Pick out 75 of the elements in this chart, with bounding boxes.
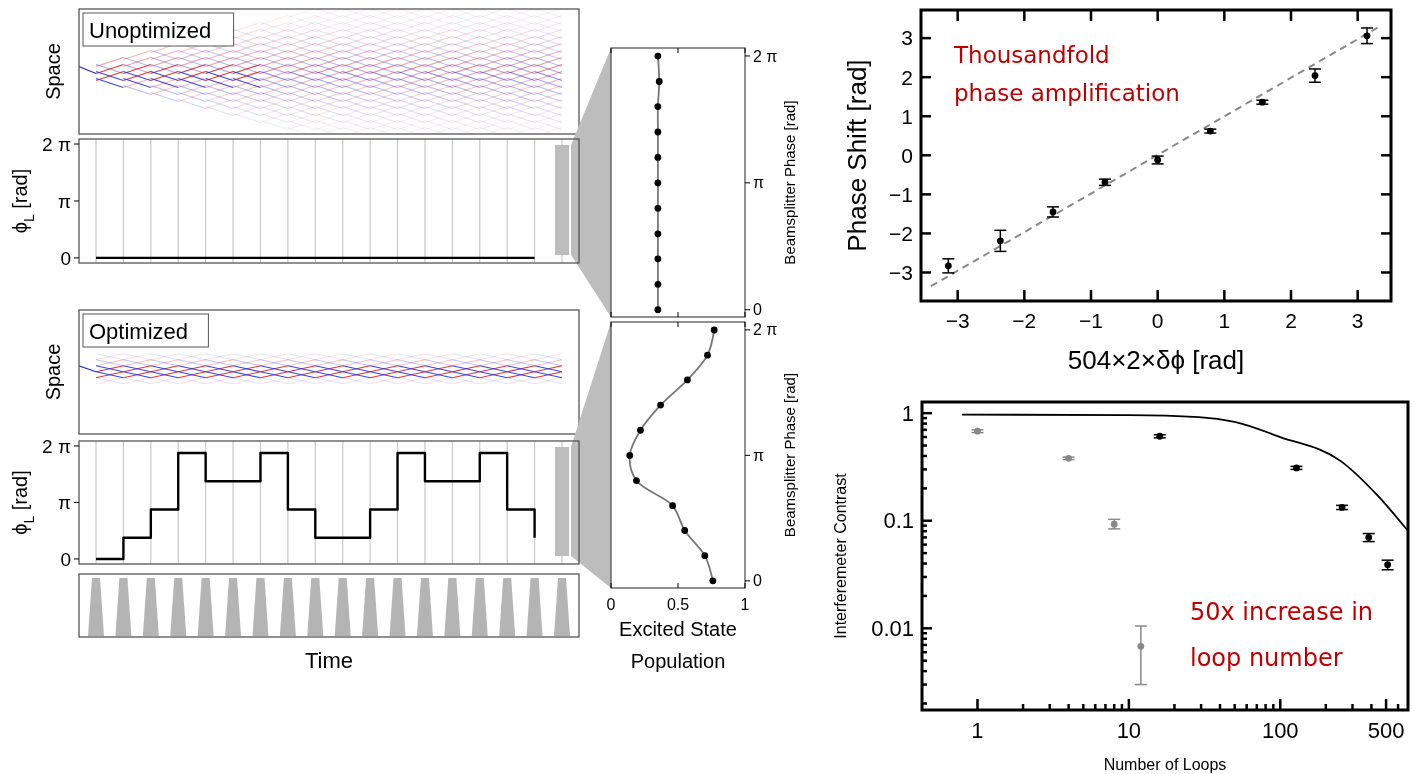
y-tick-label: π — [57, 492, 71, 514]
point — [654, 103, 662, 110]
x-tick-label: 500 — [1367, 718, 1405, 743]
y-tick-label: 1 — [901, 104, 913, 128]
point — [654, 306, 662, 314]
x-tick-label: 10 — [1116, 718, 1142, 743]
point — [637, 426, 644, 434]
y-tick-label: 0 — [60, 247, 71, 269]
y-tick-label: 1 — [901, 400, 914, 426]
point — [654, 230, 662, 238]
x-tick-label: 1 — [740, 596, 750, 613]
x-tick-label: −3 — [945, 309, 970, 332]
y-tick-label: 2 π — [42, 435, 71, 457]
point — [654, 52, 662, 60]
x-tick-label: 0.5 — [666, 596, 690, 613]
y-axis-title: Phase Shift [rad] — [841, 59, 872, 252]
point — [1363, 32, 1371, 40]
point — [996, 237, 1004, 245]
text: Space — [42, 43, 65, 100]
x-tick-label: 100 — [1261, 718, 1299, 743]
point — [710, 326, 718, 334]
y-tick-label: 2 π — [753, 47, 778, 65]
y-tick-label: 2 π — [42, 133, 71, 155]
text: Unoptimized — [89, 18, 212, 43]
y-tick-label: π — [753, 446, 765, 464]
x-tick-label: −2 — [1012, 309, 1037, 332]
point — [1311, 72, 1319, 80]
y-axis-title: Beamsplitter Phase [rad] — [780, 372, 798, 538]
y-axis-title: Interferemeter Contrast — [832, 472, 850, 639]
y-tick-label: 0 — [901, 143, 913, 167]
x-tick-label: 1 — [971, 718, 984, 743]
y-tick-label: 0 — [60, 548, 71, 570]
point — [654, 204, 662, 212]
y-tick-label: 0 — [753, 572, 762, 590]
y-tick-label: 0.1 — [883, 508, 914, 534]
x-tick-label: 0 — [606, 596, 616, 613]
point — [654, 280, 662, 288]
x-axis-title: Excited State Population — [619, 618, 737, 672]
point — [655, 78, 663, 85]
x-axis-title: 504×2×δϕ [rad] — [1067, 345, 1245, 375]
point — [701, 552, 709, 560]
y-tick-label: 2 π — [753, 321, 778, 339]
text: Optimized — [89, 319, 189, 344]
point — [657, 401, 664, 409]
y-tick-label: 2 — [901, 65, 913, 89]
annotation: Thousandfold phase amplification — [953, 42, 1180, 106]
x-tick-label: 0 — [1151, 309, 1164, 332]
point — [654, 255, 662, 263]
point — [654, 154, 662, 161]
annotation: 50x increase in loop number — [1190, 598, 1374, 672]
point — [669, 502, 677, 510]
point — [944, 262, 952, 270]
x-tick-label: 2 — [1285, 309, 1297, 332]
x-axis-title: Number of Loops — [1103, 756, 1227, 773]
point — [709, 577, 717, 585]
x-tick-label: −1 — [1079, 309, 1103, 332]
point — [704, 351, 711, 359]
x-tick-label: 3 — [1351, 309, 1364, 332]
point — [681, 527, 689, 534]
x-tick-label: 1 — [1218, 309, 1231, 332]
point — [626, 452, 634, 459]
y-tick-label: 0.01 — [871, 616, 914, 642]
y-tick-label: −1 — [889, 182, 913, 206]
y-tick-label: −3 — [889, 260, 913, 284]
text: Time — [304, 648, 354, 673]
point — [654, 179, 662, 187]
text: Space — [42, 343, 65, 401]
point — [683, 376, 691, 384]
y-tick-label: π — [753, 174, 765, 192]
point — [654, 128, 662, 136]
y-tick-label: −2 — [889, 221, 913, 245]
y-tick-label: 3 — [901, 26, 913, 50]
y-tick-label: π — [57, 190, 71, 212]
point — [633, 477, 640, 484]
y-axis-title: Beamsplitter Phase [rad] — [780, 100, 798, 265]
